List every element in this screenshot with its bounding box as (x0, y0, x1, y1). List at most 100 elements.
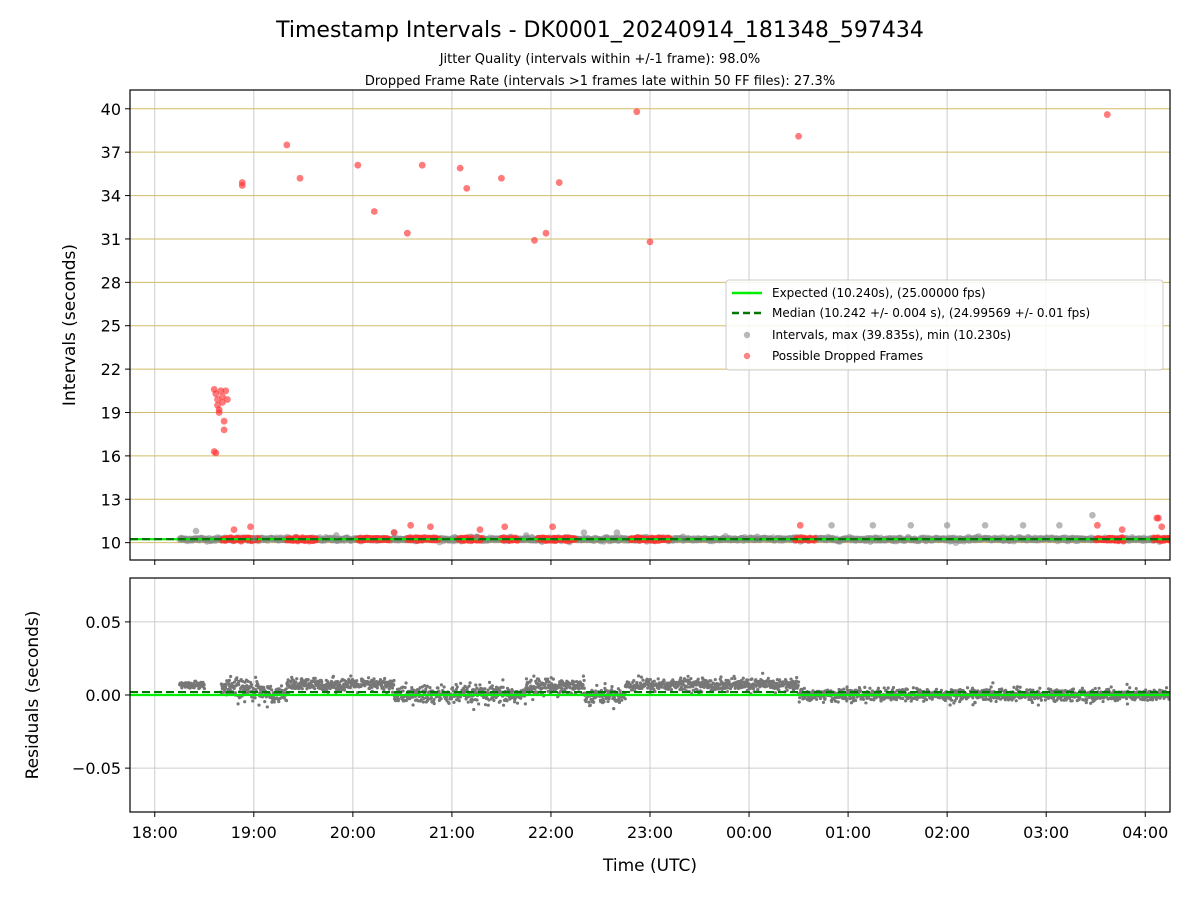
residual-point (1029, 688, 1033, 692)
interval-point (907, 521, 915, 529)
residual-point (514, 695, 518, 699)
intervals-y-tick-label: 19 (101, 403, 121, 422)
residual-point (572, 680, 576, 684)
residual-point (823, 696, 827, 701)
x-tick-label: 04:00 (1122, 823, 1168, 842)
residual-point (950, 698, 954, 702)
residual-point (390, 690, 395, 694)
residual-point (263, 700, 267, 704)
intervals-y-tick-label: 22 (101, 360, 121, 379)
residual-point (439, 697, 443, 701)
legend-dropped-label: Possible Dropped Frames (772, 349, 923, 363)
interval-point (869, 521, 877, 529)
residual-point (890, 688, 894, 692)
residual-point (300, 687, 304, 691)
dropped-frame-point (212, 449, 220, 457)
dropped-frame-point (222, 387, 230, 395)
residual-point (948, 696, 953, 700)
residual-point (543, 682, 547, 686)
residual-point (991, 681, 995, 685)
residual-point (419, 698, 423, 702)
residual-point (392, 678, 396, 683)
residual-point (382, 687, 386, 692)
residual-point (886, 686, 890, 690)
dropped-frame-point (219, 393, 226, 400)
residuals-data (130, 671, 1170, 712)
residual-point (669, 687, 674, 692)
residual-point (416, 699, 420, 703)
residual-point (725, 689, 730, 694)
residual-point (486, 703, 490, 707)
residual-point (229, 674, 233, 679)
residual-point (487, 698, 491, 702)
residual-point (454, 682, 458, 687)
residual-point (468, 681, 472, 685)
residual-point (761, 671, 765, 675)
residual-point (796, 683, 800, 688)
interval-point (522, 532, 530, 539)
residual-point (646, 686, 650, 690)
residual-point (432, 697, 436, 702)
residuals-x-ticks: 18:00 19:00 20:00 21:00 22:00 23:00 00:00 01:00… (132, 812, 1168, 842)
residual-point (437, 689, 441, 694)
residual-point (833, 699, 838, 703)
residual-point (294, 680, 298, 684)
residual-point (901, 696, 905, 701)
residual-point (445, 695, 449, 699)
residual-point (777, 688, 781, 692)
dropped-frame-point (542, 229, 550, 237)
residual-point (411, 703, 415, 707)
residual-point (730, 677, 734, 681)
residual-point (653, 689, 657, 694)
residual-point (370, 685, 374, 689)
residuals-y-tick-label: −0.05 (72, 759, 121, 778)
residual-point (262, 687, 266, 691)
residual-point (483, 687, 487, 691)
dropped-frame-point (1158, 523, 1166, 531)
residual-point (226, 687, 230, 692)
residual-point (660, 685, 664, 689)
residual-point (1144, 688, 1148, 692)
residual-point (623, 697, 627, 701)
residual-point (864, 701, 868, 705)
residual-point (802, 686, 806, 691)
residual-point (439, 683, 444, 687)
residual-point (994, 699, 998, 704)
residual-point (422, 683, 427, 688)
interval-point (473, 533, 480, 541)
residual-point (988, 688, 992, 692)
residual-point (429, 695, 434, 700)
dropped-frame-point (1118, 526, 1126, 534)
residual-point (284, 687, 288, 691)
residual-point (1027, 697, 1031, 702)
residual-point (1064, 698, 1068, 702)
dropped-frame-point (514, 536, 522, 544)
residual-point (905, 687, 909, 692)
residuals-y-axis-label: Residuals (seconds) (23, 611, 43, 780)
residual-point (1023, 695, 1027, 699)
residual-point (772, 681, 776, 685)
residual-point (227, 678, 231, 682)
residual-point (1018, 685, 1022, 689)
legend-dropped-swatch (743, 352, 751, 360)
dropped-frame-point (219, 398, 226, 406)
interval-point (828, 521, 835, 529)
residual-point (595, 683, 599, 687)
interval-point (333, 532, 340, 539)
x-tick-label: 22:00 (528, 823, 574, 842)
residual-point (320, 680, 324, 684)
residual-point (603, 682, 607, 686)
residual-point (795, 675, 799, 680)
interval-point (981, 521, 989, 529)
residual-point (632, 678, 636, 683)
residual-point (428, 685, 432, 690)
dropped-frame-point (370, 208, 378, 215)
residual-point (790, 683, 794, 688)
residual-point (551, 677, 555, 681)
legend: Expected (10.240s), (25.00000 fps) Media… (725, 279, 1164, 371)
residual-point (447, 701, 451, 705)
residual-point (694, 683, 699, 687)
residual-point (662, 679, 666, 683)
residual-point (313, 676, 317, 680)
